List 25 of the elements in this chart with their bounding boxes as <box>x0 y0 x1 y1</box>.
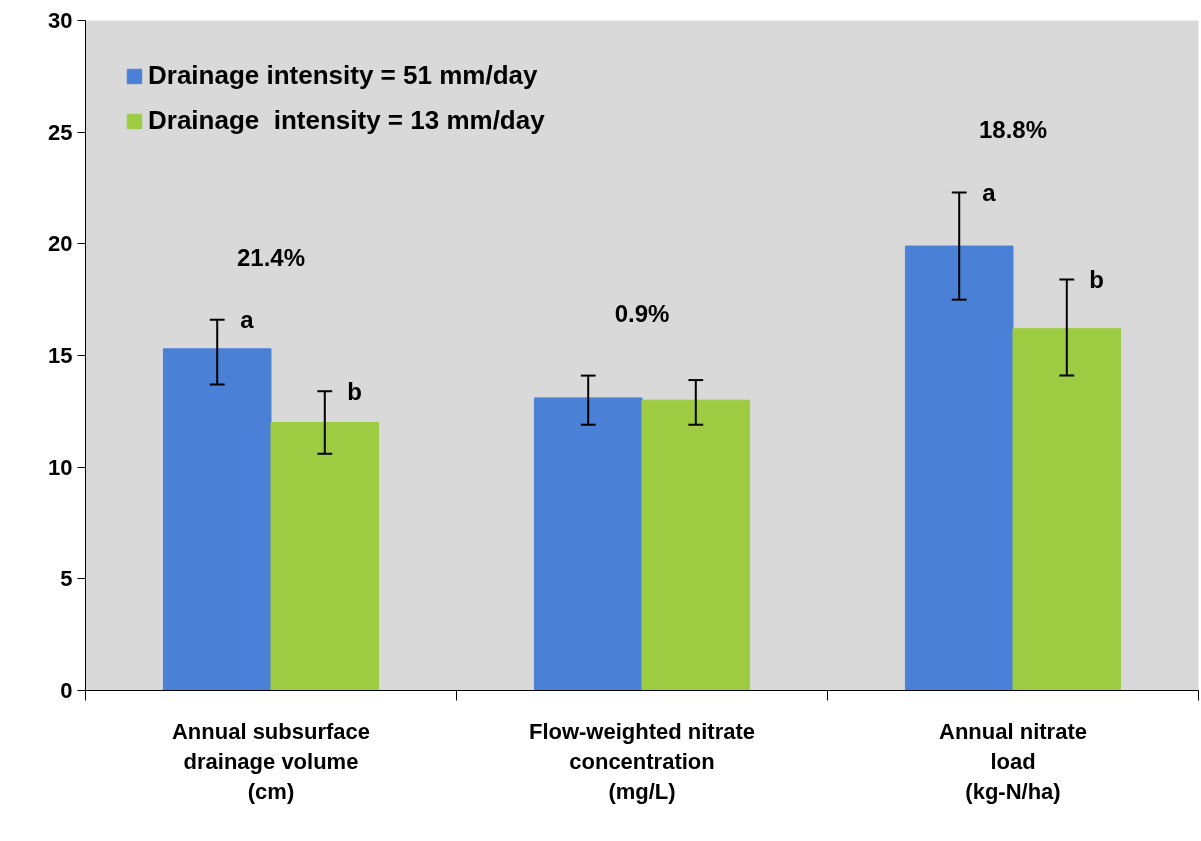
data-label: b <box>1089 266 1104 294</box>
bar <box>533 397 643 691</box>
y-tick-label: 15 <box>48 343 73 368</box>
y-tick-label: 10 <box>48 454 73 480</box>
bar <box>641 399 751 691</box>
x-tick-label: Annual subsurface drainage volume (cm) <box>171 718 371 804</box>
x-tick-label: Flow-weighted nitrate concentration (mg/L) <box>528 718 756 804</box>
annotation: 0.9% <box>614 299 670 327</box>
y-tick-label: 30 <box>48 8 73 33</box>
annotation: 21.4% <box>236 243 306 271</box>
bar <box>1012 328 1122 691</box>
bar <box>904 245 1014 691</box>
data-label: a <box>982 178 997 206</box>
data-label: b <box>347 377 362 405</box>
annotation: 18.8% <box>978 116 1048 144</box>
legend-label: Drainage intensity = 51 mm/day <box>148 60 538 91</box>
x-tick-label: Annual nitrate load (kg-N/ha) <box>939 718 1087 804</box>
y-tick-label: 25 <box>48 119 73 145</box>
bar <box>162 348 272 691</box>
bar <box>270 422 380 691</box>
y-tick-label: 5 <box>60 566 73 592</box>
legend-label: Drainage intensity = 13 mm/day <box>148 105 545 136</box>
y-tick-label: 20 <box>48 231 73 257</box>
y-tick-label: 0 <box>60 678 73 703</box>
data-label: a <box>240 306 255 334</box>
